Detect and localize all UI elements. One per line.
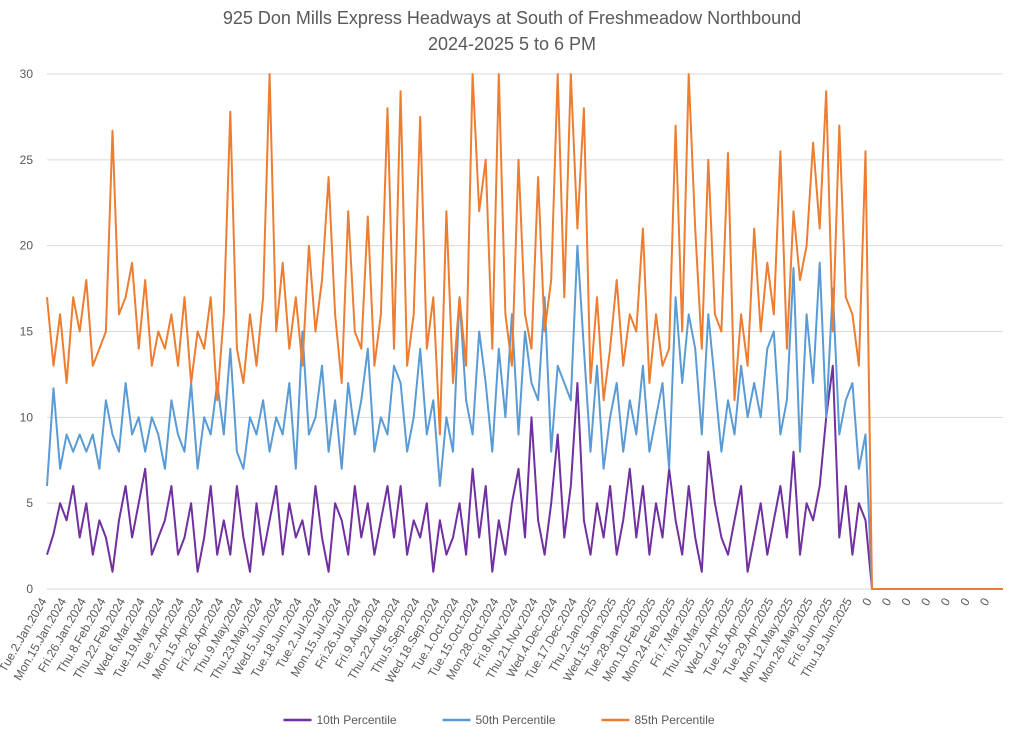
y-tick-label: 5	[26, 496, 33, 510]
chart-title: 925 Don Mills Express Headways at South …	[223, 8, 801, 28]
y-tick-label: 30	[20, 67, 34, 81]
y-tick-label: 10	[20, 410, 34, 424]
data-line	[46, 73, 1003, 590]
x-tick-label: 0	[859, 595, 875, 608]
x-tick-label: 0	[957, 595, 973, 608]
y-tick-label: 15	[20, 325, 34, 339]
y-tick-label: 0	[26, 582, 33, 596]
y-tick-label: 20	[20, 239, 34, 253]
data-line	[46, 244, 1003, 590]
x-tick-label: 0	[977, 595, 993, 608]
x-tick-label: 0	[918, 595, 934, 608]
data-line	[46, 364, 1003, 590]
x-tick-label: 0	[898, 595, 914, 608]
legend-label: 50th Percentile	[476, 713, 556, 727]
y-tick-label: 25	[20, 153, 34, 167]
legend-label: 10th Percentile	[317, 713, 397, 727]
legend-label: 85th Percentile	[635, 713, 715, 727]
chart-subtitle: 2024-2025 5 to 6 PM	[428, 34, 596, 54]
x-tick-label: 0	[879, 595, 895, 608]
x-tick-label: 0	[938, 595, 954, 608]
